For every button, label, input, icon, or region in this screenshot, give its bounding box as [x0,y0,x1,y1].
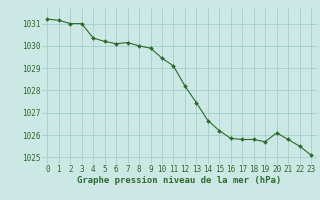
X-axis label: Graphe pression niveau de la mer (hPa): Graphe pression niveau de la mer (hPa) [77,176,281,185]
